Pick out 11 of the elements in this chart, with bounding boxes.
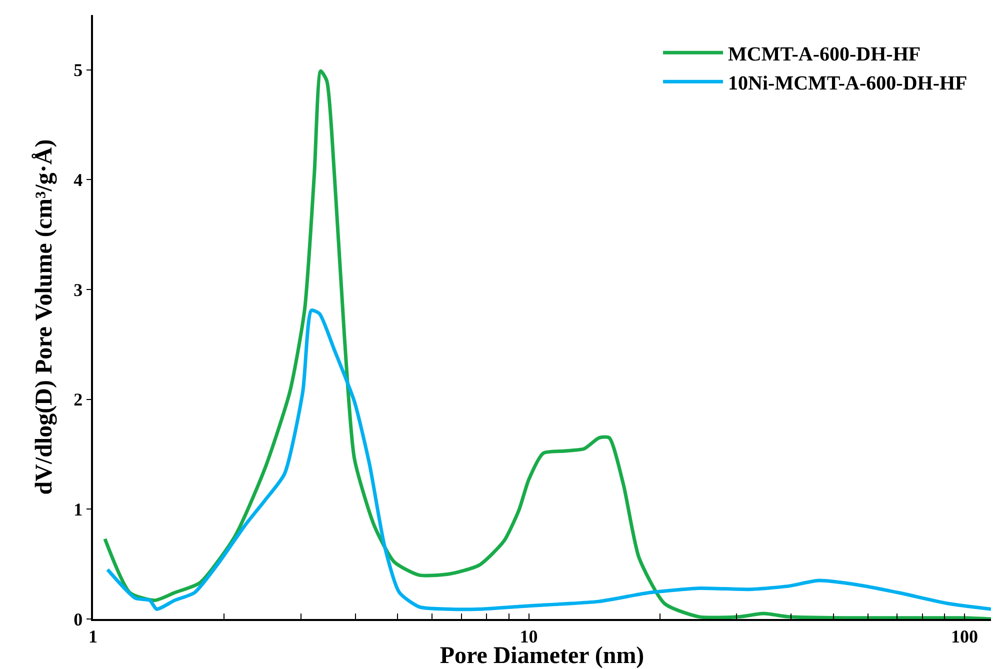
y-tick-label: 0 (74, 609, 83, 630)
x-tick-label: 100 (951, 626, 978, 646)
legend-label: 10Ni-MCMT-A-600-DH-HF (728, 72, 968, 94)
y-tick-label: 1 (74, 499, 83, 520)
y-tick-label: 4 (74, 170, 83, 190)
x-tick-label: 1 (88, 626, 98, 646)
y-tick-label: 2 (74, 390, 83, 410)
y-tick-label: 5 (74, 60, 83, 80)
legend-label: MCMT-A-600-DH-HF (728, 43, 921, 66)
y-axis-title: dV/dlog(D) Pore Volume (cm³/g·Å) (31, 139, 58, 495)
y-tick-label: 3 (74, 280, 83, 300)
